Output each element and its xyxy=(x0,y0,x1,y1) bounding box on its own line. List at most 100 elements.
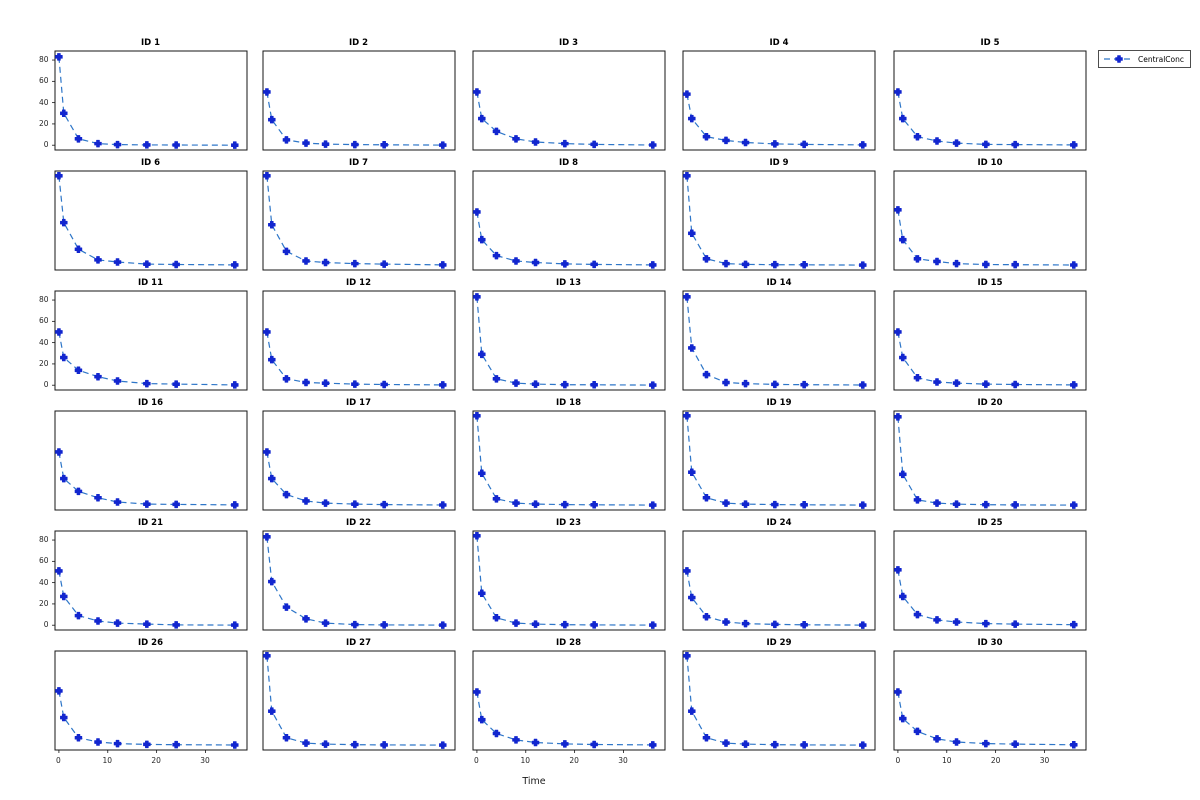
data-point xyxy=(379,620,388,629)
subplot-id-28 xyxy=(472,650,665,753)
data-point xyxy=(93,493,102,502)
subplot-id-26 xyxy=(54,650,247,753)
series-markers xyxy=(683,566,867,629)
series-line xyxy=(265,331,443,385)
data-point xyxy=(589,260,598,268)
data-point xyxy=(741,619,750,627)
y-tick-label: 80 xyxy=(38,535,49,545)
data-point xyxy=(472,292,481,301)
data-point xyxy=(379,380,388,388)
data-point xyxy=(472,411,481,420)
data-point xyxy=(171,500,180,508)
plot-border xyxy=(472,410,665,510)
plot-border xyxy=(54,170,247,270)
data-point xyxy=(933,734,941,743)
data-point xyxy=(230,260,239,269)
data-point xyxy=(350,259,359,267)
subplot-title: ID 20 xyxy=(977,397,1003,408)
x-tick-label: 10 xyxy=(520,755,531,765)
data-point xyxy=(262,327,271,336)
data-point xyxy=(982,379,990,388)
data-point xyxy=(1070,260,1078,269)
y-tick-label: 0 xyxy=(43,620,49,630)
data-point xyxy=(531,258,539,266)
data-point xyxy=(301,738,310,747)
x-tick-label: 10 xyxy=(102,755,113,765)
plot-border xyxy=(472,530,665,630)
data-point xyxy=(589,140,598,148)
data-point xyxy=(59,474,68,482)
subplot-title: ID 21 xyxy=(137,517,163,528)
data-point xyxy=(59,592,68,600)
plot-border xyxy=(262,170,455,270)
data-point xyxy=(492,251,500,259)
subplot-title: ID 15 xyxy=(977,277,1003,288)
data-point xyxy=(531,619,539,628)
data-point xyxy=(859,140,867,149)
subplot-title: ID 28 xyxy=(555,637,581,648)
data-point xyxy=(1011,739,1019,748)
data-point xyxy=(438,380,447,389)
series-markers xyxy=(54,566,239,629)
data-point xyxy=(702,612,711,620)
data-point xyxy=(142,740,151,748)
data-point xyxy=(648,740,657,749)
data-point xyxy=(74,487,82,495)
data-point xyxy=(492,494,500,503)
subplot-id-29 xyxy=(682,650,876,750)
plot-border xyxy=(262,530,455,630)
y-tick-label: 20 xyxy=(38,598,49,608)
x-tick-label: 0 xyxy=(474,755,479,765)
series-line xyxy=(897,91,1074,145)
legend: CentralConc xyxy=(1098,50,1191,68)
data-point xyxy=(933,136,941,145)
x-tick-label: 30 xyxy=(1039,755,1050,765)
subplot-title: ID 17 xyxy=(345,397,371,408)
data-point xyxy=(952,499,961,508)
data-point xyxy=(230,380,239,389)
series-markers xyxy=(54,327,239,389)
plot-border xyxy=(472,650,665,750)
data-point xyxy=(933,615,941,624)
data-point xyxy=(648,620,657,629)
series-line xyxy=(475,691,653,745)
data-point xyxy=(952,737,961,746)
plot-border xyxy=(472,290,665,390)
data-point xyxy=(859,620,867,629)
series-line xyxy=(265,536,443,626)
data-point xyxy=(899,353,907,361)
series-markers xyxy=(262,87,447,149)
plot-border xyxy=(262,290,455,390)
x-tick-label: 20 xyxy=(151,755,161,765)
data-point xyxy=(800,740,808,749)
subplot-id-18 xyxy=(472,410,665,510)
data-point xyxy=(648,500,657,509)
data-point xyxy=(267,577,276,585)
data-point xyxy=(301,378,310,386)
data-point xyxy=(262,447,271,456)
data-point xyxy=(511,735,520,744)
data-point xyxy=(282,374,290,383)
data-point xyxy=(859,500,867,509)
data-point xyxy=(477,114,486,122)
data-point xyxy=(913,132,922,140)
data-point xyxy=(899,470,907,478)
data-point xyxy=(894,205,902,214)
legend-line-icon xyxy=(1104,55,1134,63)
data-point xyxy=(59,218,68,226)
series-line xyxy=(475,296,653,386)
data-point xyxy=(982,739,990,747)
data-point xyxy=(93,372,102,380)
series-line xyxy=(686,570,863,626)
series-line xyxy=(265,175,443,265)
series-markers xyxy=(262,171,447,269)
subplot-id-19 xyxy=(682,410,876,510)
data-point xyxy=(952,259,961,267)
data-point xyxy=(301,256,310,265)
subplot-id-17 xyxy=(262,410,455,510)
data-point xyxy=(350,499,359,508)
data-point xyxy=(282,602,290,611)
series-line xyxy=(57,451,235,505)
plot-border xyxy=(893,530,1087,630)
data-point xyxy=(262,651,271,660)
